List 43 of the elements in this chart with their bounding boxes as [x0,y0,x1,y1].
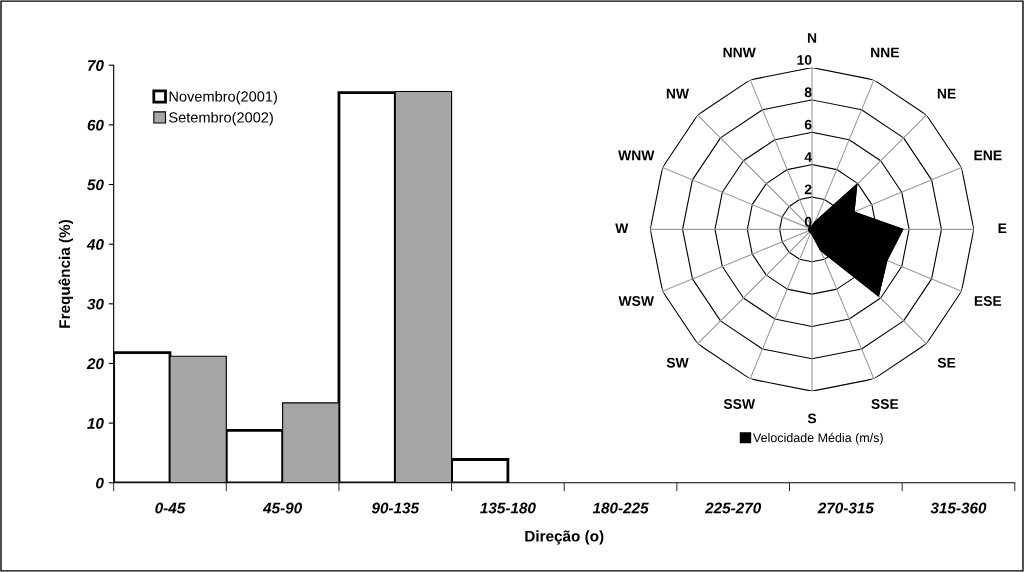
y-tick-label: 30 [87,298,104,310]
spoke-label: ENE [974,150,1002,161]
y-tick-label: 0 [96,477,104,489]
spoke-label: SSE [871,399,899,409]
spoke-label: NE [937,88,956,99]
spoke-label: ESE [974,296,1002,306]
y-tick-label: 20 [86,358,104,370]
x-tick-label: 225-270 [704,502,762,514]
y-tick-label: 0 [804,216,812,227]
x-tick-label: 315-360 [930,502,987,514]
y-tick-label: 8 [804,87,812,98]
x-axis-title: Direção (o) [525,530,604,545]
x-tick-label: 90-135 [371,502,420,514]
spoke-label: SE [937,357,956,368]
y-tick-label: 50 [87,179,104,191]
x-tick-label: 180-225 [592,502,649,514]
y-tick-label: 4 [804,152,812,162]
y-tick-label: 70 [88,60,104,71]
x-tick-label: 45-90 [262,502,303,514]
spoke-label: N [807,33,817,43]
spoke-label: NW [666,88,690,99]
legend-label: Velocidade Média (m/s) [753,432,883,445]
y-tick-label: 10 [87,417,104,429]
y-tick-label: 6 [804,119,812,130]
spoke-label: WNW [618,150,655,161]
y-tick-label: 10 [797,55,812,65]
y-tick-label: 40 [86,239,104,250]
legend-label: Novembro(2001) [169,90,277,105]
spoke-label: NNE [871,47,899,58]
y-tick-label: 60 [87,119,104,131]
spoke-label: SW [666,357,689,368]
y-tick-label: 2 [804,184,812,195]
x-tick-label: 0-45 [155,502,186,514]
spoke-label: S [807,413,817,424]
spoke-label: NNW [723,47,756,58]
x-tick-label: 270-315 [817,502,875,514]
spoke-label: SSW [723,399,756,409]
spoke-label: E [998,223,1007,233]
y-axis-title: Frequência (%) [58,219,74,328]
legend-label: Setembro(2002) [169,111,273,126]
spoke-label: WSW [618,296,654,306]
x-tick-label: 135-180 [480,502,536,514]
spoke-label: W [615,223,629,233]
